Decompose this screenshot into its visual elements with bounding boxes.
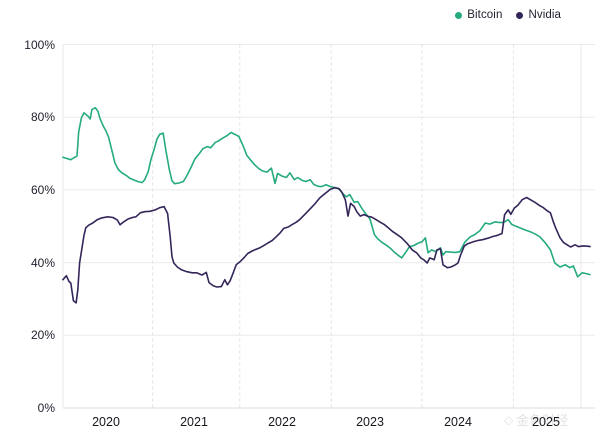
legend: Bitcoin Nvidia	[455, 9, 561, 21]
y-tick-label: 0%	[37, 401, 55, 415]
legend-item-bitcoin[interactable]: Bitcoin	[455, 9, 502, 21]
x-tick-label: 2022	[268, 415, 296, 429]
y-tick-label: 40%	[30, 255, 55, 270]
vertical-gridlines	[152, 44, 514, 408]
legend-label-nvidia: Nvidia	[528, 9, 561, 21]
nvidia-dot-icon	[516, 11, 524, 19]
series-line-bitcoin	[62, 106, 591, 278]
diamond-icon: ◇	[504, 412, 514, 427]
watermark: ◇ 金色财经	[504, 410, 568, 429]
x-tick-label: 2024	[444, 415, 472, 429]
x-tick-label: 2020	[92, 415, 120, 429]
plot-borders	[62, 44, 595, 409]
y-tick-label: 80%	[30, 110, 55, 125]
series-line-nvidia	[62, 186, 591, 304]
watermark-text: 金色财经	[516, 413, 569, 428]
y-tick-label: 60%	[30, 182, 55, 197]
legend-label-bitcoin: Bitcoin	[467, 9, 503, 21]
series-lines	[62, 106, 591, 304]
y-tick-label: 20%	[30, 328, 55, 343]
x-tick-label: 2021	[180, 415, 208, 429]
x-tick-label: 2023	[356, 415, 384, 429]
legend-item-nvidia[interactable]: Nvidia	[516, 9, 561, 21]
y-tick-label: 100%	[24, 37, 55, 52]
bitcoin-dot-icon	[455, 11, 463, 19]
x-tick-label: 2025	[532, 415, 560, 429]
